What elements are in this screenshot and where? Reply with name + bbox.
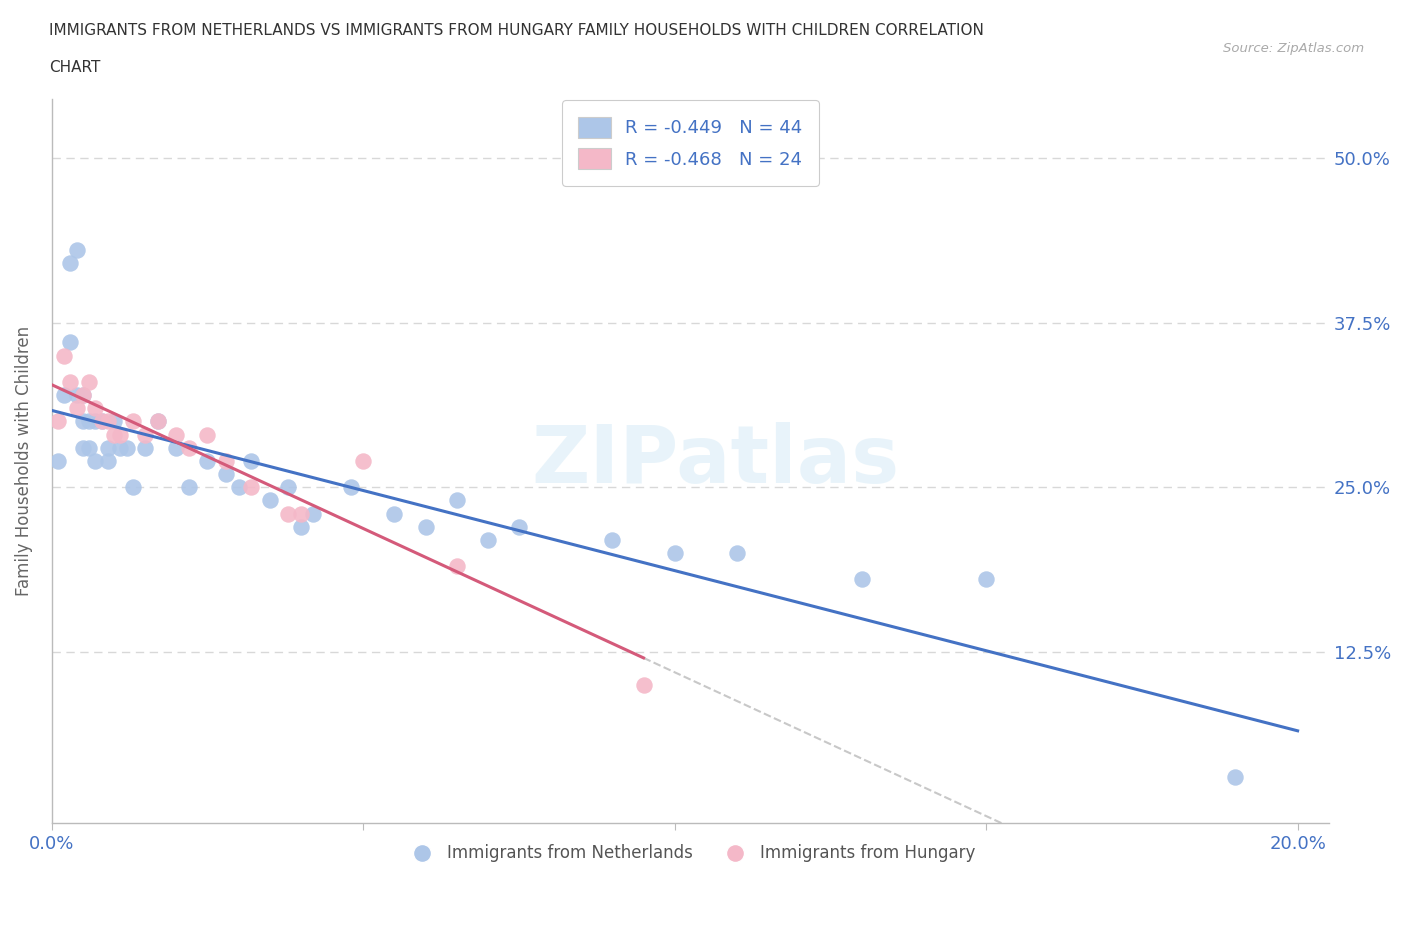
Point	[339, 480, 361, 495]
Point	[134, 440, 156, 455]
Point	[228, 480, 250, 495]
Point	[477, 533, 499, 548]
Point	[725, 546, 748, 561]
Point	[72, 440, 94, 455]
Point	[446, 493, 468, 508]
Point	[240, 454, 263, 469]
Legend: Immigrants from Netherlands, Immigrants from Hungary: Immigrants from Netherlands, Immigrants …	[399, 838, 981, 870]
Point	[66, 243, 89, 258]
Point	[352, 454, 374, 469]
Point	[240, 480, 263, 495]
Point	[66, 401, 89, 416]
Point	[59, 375, 82, 390]
Point	[46, 454, 69, 469]
Point	[197, 427, 219, 442]
Point	[197, 454, 219, 469]
Y-axis label: Family Households with Children: Family Households with Children	[15, 326, 32, 596]
Point	[59, 335, 82, 350]
Point	[664, 546, 686, 561]
Point	[415, 519, 437, 534]
Point	[302, 506, 325, 521]
Point	[1225, 770, 1247, 785]
Point	[290, 519, 312, 534]
Point	[72, 388, 94, 403]
Point	[290, 506, 312, 521]
Point	[90, 414, 112, 429]
Point	[165, 427, 187, 442]
Point	[110, 427, 132, 442]
Point	[277, 480, 299, 495]
Point	[46, 414, 69, 429]
Point	[84, 401, 107, 416]
Text: CHART: CHART	[49, 60, 101, 75]
Point	[53, 348, 76, 363]
Point	[97, 440, 120, 455]
Point	[72, 414, 94, 429]
Point	[77, 440, 100, 455]
Point	[215, 467, 238, 482]
Point	[97, 414, 120, 429]
Point	[84, 454, 107, 469]
Point	[103, 427, 125, 442]
Point	[66, 388, 89, 403]
Point	[90, 414, 112, 429]
Point	[121, 480, 143, 495]
Point	[259, 493, 281, 508]
Point	[177, 440, 200, 455]
Point	[134, 427, 156, 442]
Point	[146, 414, 169, 429]
Point	[446, 559, 468, 574]
Point	[508, 519, 530, 534]
Point	[121, 414, 143, 429]
Point	[110, 440, 132, 455]
Point	[215, 454, 238, 469]
Point	[177, 480, 200, 495]
Point	[77, 375, 100, 390]
Point	[84, 414, 107, 429]
Point	[97, 454, 120, 469]
Point	[974, 572, 997, 587]
Point	[165, 440, 187, 455]
Point	[72, 388, 94, 403]
Point	[851, 572, 873, 587]
Point	[77, 414, 100, 429]
Point	[602, 533, 624, 548]
Point	[115, 440, 138, 455]
Point	[277, 506, 299, 521]
Point	[59, 256, 82, 271]
Point	[146, 414, 169, 429]
Point	[633, 677, 655, 692]
Point	[382, 506, 405, 521]
Text: Source: ZipAtlas.com: Source: ZipAtlas.com	[1223, 42, 1364, 55]
Point	[103, 414, 125, 429]
Text: ZIPatlas: ZIPatlas	[531, 422, 900, 500]
Point	[53, 388, 76, 403]
Text: IMMIGRANTS FROM NETHERLANDS VS IMMIGRANTS FROM HUNGARY FAMILY HOUSEHOLDS WITH CH: IMMIGRANTS FROM NETHERLANDS VS IMMIGRANT…	[49, 23, 984, 38]
